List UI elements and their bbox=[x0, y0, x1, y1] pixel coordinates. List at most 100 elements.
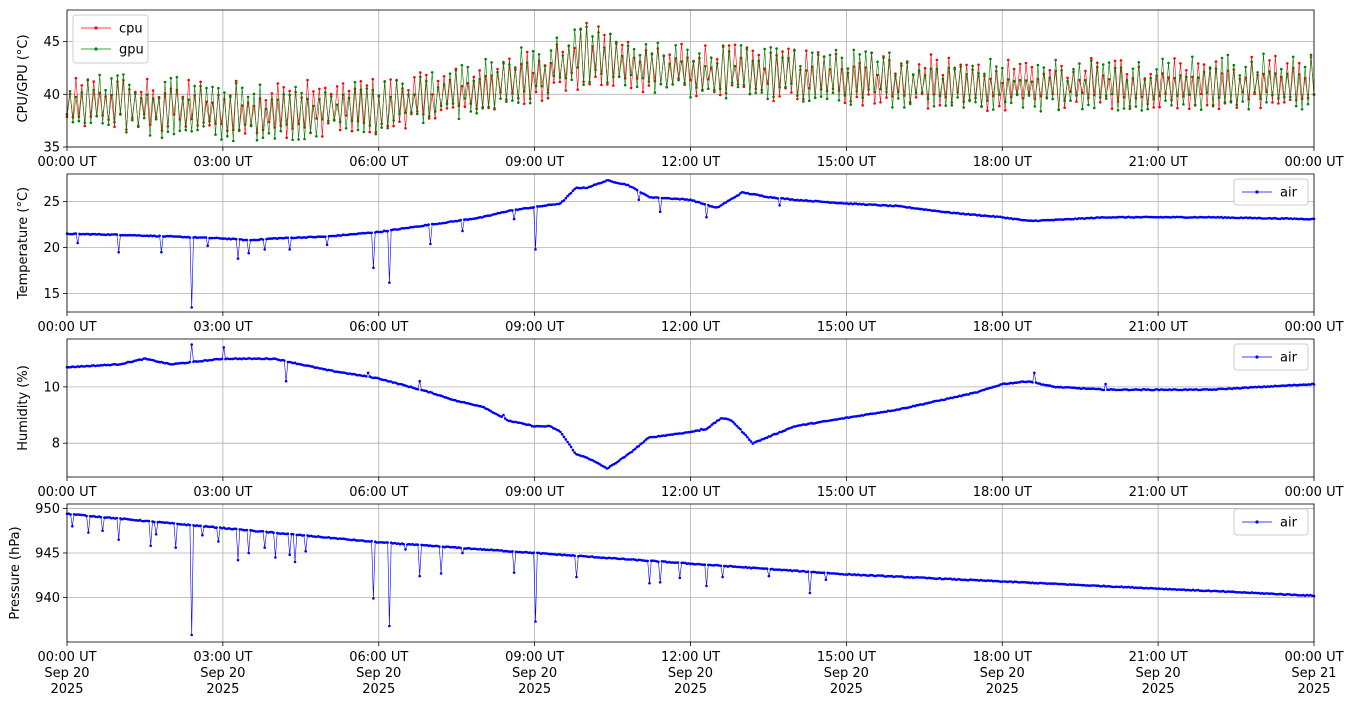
data-point bbox=[188, 360, 192, 364]
data-point bbox=[1205, 103, 1209, 107]
data-point bbox=[1268, 70, 1271, 73]
legend-marker-cpu bbox=[94, 26, 98, 30]
data-point bbox=[805, 49, 808, 52]
data-point bbox=[829, 572, 833, 575]
data-point bbox=[769, 46, 772, 49]
x-tick-label: 09:00 UT bbox=[505, 155, 564, 170]
data-point bbox=[325, 243, 329, 247]
data-point bbox=[1054, 58, 1057, 62]
data-point bbox=[718, 87, 722, 91]
data-point bbox=[1003, 100, 1007, 104]
data-point bbox=[1087, 103, 1090, 107]
data-point bbox=[459, 546, 463, 550]
data-point bbox=[205, 100, 208, 104]
data-point bbox=[484, 57, 487, 61]
data-point bbox=[243, 132, 247, 135]
data-point bbox=[1030, 80, 1034, 83]
data-point bbox=[733, 43, 737, 47]
data-point bbox=[1140, 109, 1144, 112]
data-point bbox=[1309, 53, 1313, 57]
data-point bbox=[617, 459, 621, 462]
data-point bbox=[1268, 59, 1271, 62]
data-point bbox=[757, 59, 761, 63]
data-point bbox=[689, 78, 692, 82]
data-point bbox=[98, 73, 101, 77]
data-point bbox=[775, 47, 778, 50]
data-point bbox=[459, 400, 463, 404]
data-point bbox=[359, 80, 363, 83]
data-point bbox=[704, 65, 707, 68]
data-point bbox=[528, 101, 532, 105]
data-point bbox=[1294, 383, 1298, 387]
data-point bbox=[1113, 59, 1117, 63]
data-point bbox=[894, 74, 897, 78]
x-tick-label: 21:00 UT bbox=[1129, 155, 1188, 170]
data-point bbox=[226, 129, 229, 132]
data-point bbox=[68, 90, 72, 93]
data-point bbox=[733, 64, 737, 68]
data-point bbox=[763, 67, 766, 70]
data-point bbox=[1229, 101, 1233, 104]
data-point bbox=[1018, 78, 1022, 82]
data-point bbox=[1128, 107, 1132, 110]
data-point bbox=[965, 63, 968, 67]
data-point bbox=[882, 56, 885, 60]
data-point bbox=[558, 76, 562, 79]
data-point bbox=[657, 560, 660, 564]
data-point bbox=[609, 32, 612, 36]
data-point bbox=[1245, 591, 1248, 594]
data-point bbox=[1179, 62, 1182, 65]
data-point bbox=[657, 196, 660, 200]
data-point bbox=[1131, 67, 1135, 71]
data-point bbox=[335, 103, 339, 106]
data-point bbox=[190, 306, 193, 309]
data-point bbox=[746, 436, 749, 439]
x-tick-label: 00:00 UT bbox=[37, 485, 96, 500]
data-point bbox=[701, 563, 705, 566]
data-point bbox=[158, 234, 161, 238]
data-point bbox=[1202, 63, 1206, 66]
data-point bbox=[457, 117, 461, 121]
data-point bbox=[254, 357, 258, 361]
data-point bbox=[451, 102, 455, 105]
x-tick-label: 00:00 UT bbox=[1284, 320, 1343, 335]
data-point bbox=[571, 448, 575, 452]
data-point bbox=[1185, 75, 1188, 79]
data-point bbox=[268, 237, 272, 240]
data-point bbox=[309, 131, 312, 134]
data-point bbox=[1288, 98, 1292, 102]
data-point bbox=[1125, 73, 1129, 76]
data-point bbox=[511, 209, 514, 212]
data-point bbox=[689, 96, 692, 99]
data-point bbox=[1196, 76, 1200, 79]
data-point bbox=[531, 49, 535, 53]
data-point bbox=[1148, 586, 1152, 590]
data-point bbox=[828, 53, 832, 57]
data-point bbox=[425, 73, 428, 77]
data-point bbox=[603, 33, 606, 37]
data-point bbox=[508, 63, 511, 66]
data-point bbox=[1125, 79, 1129, 82]
data-point bbox=[532, 551, 535, 554]
data-point bbox=[110, 94, 113, 97]
data-point bbox=[284, 379, 288, 383]
data-point bbox=[243, 357, 247, 361]
data-point bbox=[1143, 78, 1147, 82]
data-point bbox=[499, 97, 502, 100]
data-point bbox=[1185, 69, 1188, 72]
data-point bbox=[1262, 72, 1265, 76]
data-point bbox=[531, 71, 535, 75]
data-point bbox=[1012, 67, 1016, 71]
data-point bbox=[1232, 63, 1236, 67]
data-point bbox=[511, 99, 514, 102]
data-point bbox=[813, 96, 817, 100]
x-tick-label: 18:00 UT bbox=[973, 650, 1032, 665]
data-point bbox=[1116, 109, 1120, 112]
data-point bbox=[300, 91, 303, 95]
data-point bbox=[1280, 67, 1283, 71]
data-point bbox=[217, 93, 220, 97]
data-point bbox=[864, 66, 867, 69]
data-point bbox=[496, 67, 499, 71]
data-point bbox=[767, 574, 771, 578]
data-point bbox=[344, 127, 348, 130]
